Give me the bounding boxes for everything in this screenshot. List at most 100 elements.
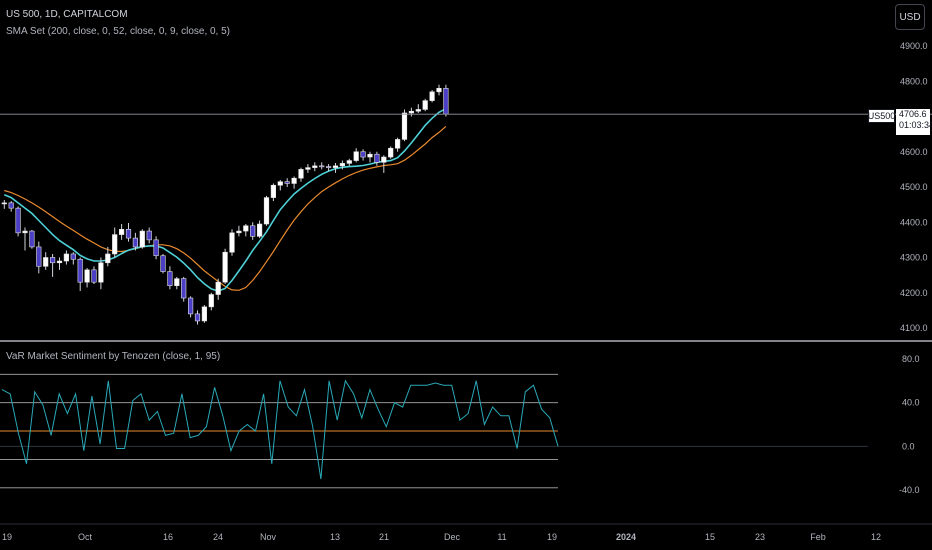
candle bbox=[194, 310, 201, 325]
candle bbox=[222, 248, 228, 284]
candle-body bbox=[98, 262, 104, 283]
last-price-tag: 4706.6 01:03:34 bbox=[896, 109, 932, 135]
candle bbox=[1, 200, 7, 209]
price-tick-label: 4300.0 bbox=[900, 253, 928, 263]
candle bbox=[56, 257, 63, 270]
candle bbox=[43, 252, 49, 270]
candle-body bbox=[388, 147, 394, 158]
candle bbox=[353, 148, 359, 163]
candle bbox=[91, 266, 97, 284]
price-axis[interactable]: 4900.04800.04700.04600.04500.04400.04300… bbox=[900, 41, 928, 333]
candle bbox=[139, 229, 145, 249]
time-tick-label: Dec bbox=[444, 532, 461, 542]
candle-body bbox=[208, 294, 214, 308]
candle-body bbox=[298, 169, 304, 179]
candle-body bbox=[56, 260, 63, 264]
candle bbox=[277, 179, 283, 191]
candle bbox=[270, 183, 277, 202]
time-tick-label: 19 bbox=[547, 532, 557, 542]
candle-body bbox=[43, 257, 49, 267]
candle-body bbox=[167, 271, 173, 287]
candle-body bbox=[174, 278, 180, 286]
candle bbox=[201, 305, 208, 323]
ticker-tag: US500 bbox=[868, 109, 895, 123]
candle-body bbox=[8, 202, 14, 209]
candle bbox=[381, 155, 387, 173]
candle-body bbox=[229, 232, 235, 253]
candle-body bbox=[181, 278, 187, 299]
candle-body bbox=[374, 153, 380, 163]
oscillator-tick-label: -40.0 bbox=[899, 485, 920, 495]
candle-body bbox=[70, 253, 76, 260]
candle-body bbox=[415, 109, 421, 112]
candle bbox=[15, 206, 21, 237]
candle-body bbox=[15, 207, 21, 234]
candle-body bbox=[125, 229, 132, 239]
candle-body bbox=[49, 257, 56, 264]
candle bbox=[346, 158, 352, 166]
candle-body bbox=[353, 151, 359, 161]
time-tick-label: 21 bbox=[379, 532, 389, 542]
time-tick-label: Nov bbox=[260, 532, 277, 542]
candle-body bbox=[436, 88, 442, 93]
candle-body bbox=[105, 253, 111, 264]
candle bbox=[112, 227, 118, 258]
candle-body bbox=[153, 239, 159, 257]
candle bbox=[63, 250, 69, 265]
sma-slow-line bbox=[4, 125, 447, 291]
candle bbox=[256, 220, 263, 239]
candle-body bbox=[29, 230, 35, 248]
candle bbox=[77, 257, 83, 291]
time-tick-label: Oct bbox=[78, 532, 93, 542]
candle-body bbox=[443, 88, 449, 115]
candle-body bbox=[429, 91, 435, 101]
candle-body bbox=[360, 151, 366, 158]
candle bbox=[305, 164, 311, 173]
candle-body bbox=[263, 197, 270, 225]
candle bbox=[160, 253, 166, 274]
currency-button[interactable]: USD bbox=[895, 4, 925, 30]
time-tick-label: 11 bbox=[497, 532, 506, 542]
sma-fast-line bbox=[3, 107, 447, 292]
candle bbox=[298, 167, 304, 182]
time-tick-label: 16 bbox=[163, 532, 173, 542]
candle bbox=[429, 90, 435, 103]
bar-countdown: 01:03:34 bbox=[899, 120, 932, 130]
candle-body bbox=[215, 281, 221, 295]
candle-body bbox=[84, 269, 90, 283]
time-axis[interactable]: 19 Oct 16 24 Nov 13 21 Dec 11 19 2024 15 23 Feb 12 bbox=[0, 523, 932, 542]
candle-body bbox=[250, 225, 256, 237]
candle bbox=[84, 268, 90, 288]
candle-body bbox=[346, 160, 352, 164]
candle-body bbox=[36, 246, 42, 267]
candle-body bbox=[194, 313, 201, 322]
candle bbox=[49, 253, 56, 277]
candle-body bbox=[381, 156, 387, 163]
oscillator-tick-label: 40.0 bbox=[902, 398, 920, 408]
candle bbox=[443, 84, 449, 117]
candle-body bbox=[1, 202, 7, 205]
price-tick-label: 4600.0 bbox=[900, 147, 928, 157]
candle-body bbox=[332, 165, 339, 168]
candle bbox=[132, 232, 139, 251]
candle-body bbox=[305, 167, 311, 170]
oscillator-axis[interactable]: 80.0 40.0 0.0 -40.0 bbox=[899, 354, 920, 495]
candle-body bbox=[139, 230, 145, 248]
price-tick-label: 4100.0 bbox=[900, 323, 928, 333]
oscillator-pane[interactable] bbox=[0, 373, 868, 489]
candle bbox=[339, 160, 346, 170]
price-pane[interactable] bbox=[0, 84, 932, 325]
time-tick-label: 19 bbox=[2, 532, 12, 542]
time-tick-label: 23 bbox=[755, 532, 765, 542]
candle bbox=[284, 178, 290, 187]
candle-body bbox=[401, 112, 408, 140]
candle bbox=[408, 107, 415, 117]
candle-body bbox=[256, 223, 263, 237]
candle-body bbox=[422, 100, 428, 110]
candle bbox=[215, 278, 221, 300]
candle bbox=[415, 104, 421, 113]
candle-body bbox=[222, 251, 228, 283]
candle bbox=[98, 257, 104, 290]
candle-body bbox=[277, 181, 283, 186]
